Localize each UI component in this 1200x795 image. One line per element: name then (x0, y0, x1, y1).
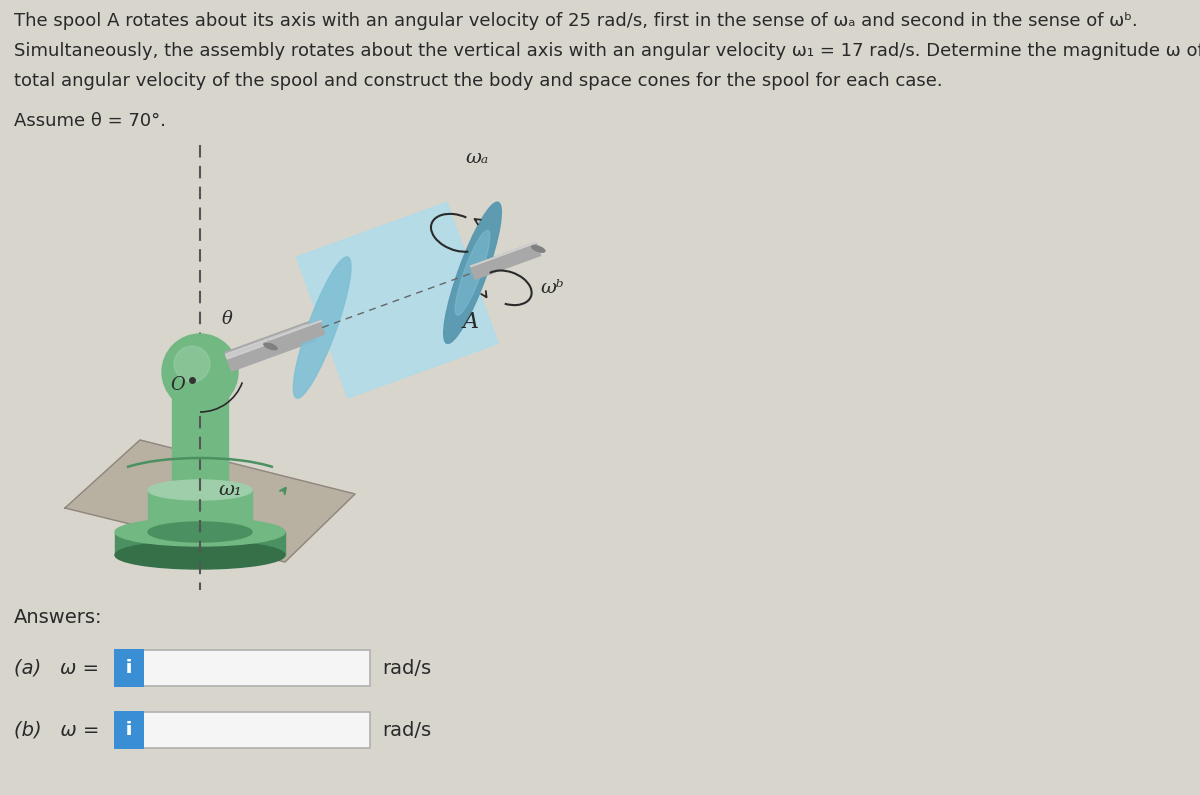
Circle shape (174, 346, 210, 382)
Ellipse shape (115, 541, 286, 569)
Text: i: i (126, 659, 132, 677)
Polygon shape (470, 242, 538, 266)
Text: Assume θ = 70°.: Assume θ = 70°. (14, 112, 166, 130)
Ellipse shape (532, 246, 545, 252)
Polygon shape (296, 203, 498, 398)
Polygon shape (268, 321, 322, 339)
Text: (b)   ω =: (b) ω = (14, 720, 100, 739)
Text: rad/s: rad/s (382, 658, 431, 677)
FancyBboxPatch shape (114, 711, 144, 749)
Text: A: A (462, 311, 479, 333)
Polygon shape (65, 440, 355, 562)
Text: i: i (126, 659, 132, 677)
Polygon shape (224, 321, 316, 371)
Ellipse shape (172, 484, 228, 496)
Bar (115, 712, 370, 748)
Circle shape (162, 334, 238, 410)
Text: total angular velocity of the spool and construct the body and space cones for t: total angular velocity of the spool and … (14, 72, 943, 90)
FancyBboxPatch shape (114, 649, 144, 687)
Text: O: O (170, 376, 185, 394)
Text: rad/s: rad/s (382, 720, 431, 739)
Polygon shape (148, 490, 252, 532)
Text: ωₐ: ωₐ (466, 149, 488, 167)
FancyBboxPatch shape (114, 711, 144, 749)
Ellipse shape (148, 522, 252, 542)
Bar (115, 650, 370, 686)
Ellipse shape (148, 480, 252, 500)
Text: θ: θ (222, 310, 233, 328)
Ellipse shape (455, 231, 490, 315)
Ellipse shape (264, 343, 277, 350)
Polygon shape (115, 532, 286, 555)
Text: ωᵇ: ωᵇ (540, 279, 564, 297)
Text: i: i (126, 721, 132, 739)
Text: (a)   ω =: (a) ω = (14, 658, 98, 677)
Polygon shape (268, 321, 324, 353)
Polygon shape (226, 324, 312, 359)
FancyBboxPatch shape (114, 649, 144, 687)
Text: ω₁: ω₁ (218, 481, 241, 499)
Text: Simultaneously, the assembly rotates about the vertical axis with an angular vel: Simultaneously, the assembly rotates abo… (14, 42, 1200, 60)
Ellipse shape (172, 374, 228, 386)
Text: Answers:: Answers: (14, 608, 102, 627)
Text: i: i (126, 721, 132, 739)
Polygon shape (470, 242, 541, 279)
Ellipse shape (444, 202, 502, 343)
Text: The spool A rotates about its axis with an angular velocity of 25 rad/s, first i: The spool A rotates about its axis with … (14, 12, 1138, 30)
Ellipse shape (293, 257, 350, 398)
Polygon shape (172, 380, 228, 490)
Ellipse shape (115, 518, 286, 546)
